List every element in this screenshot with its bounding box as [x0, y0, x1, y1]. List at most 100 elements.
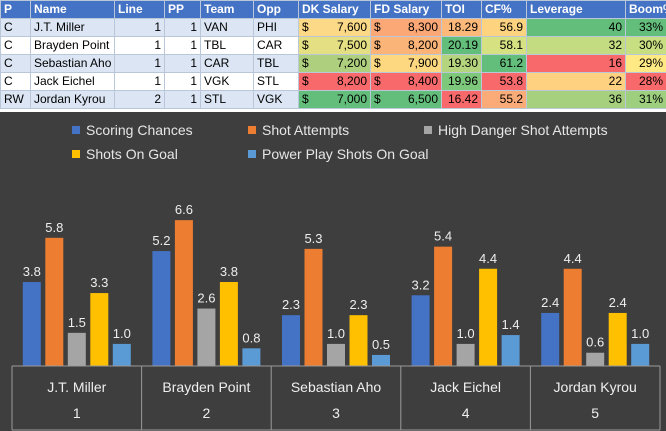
bar[interactable]	[563, 268, 582, 366]
cell-position[interactable]: C	[0, 36, 31, 55]
bar[interactable]	[304, 248, 323, 366]
bar[interactable]	[372, 354, 390, 366]
cell-cf[interactable]: 61.2	[481, 54, 527, 73]
col-header-dk-salary[interactable]: DK Salary	[298, 0, 371, 19]
cell-toi[interactable]: 18.29	[441, 18, 482, 37]
table-row[interactable]: RW Jordan Kyrou 2 1 STL VGK $7,000 $6,500 16.42 5…	[0, 90, 666, 109]
cell-cf[interactable]: 53.8	[481, 72, 527, 91]
bar[interactable]	[586, 352, 605, 366]
cell-opp[interactable]: STL	[253, 72, 299, 91]
table-row[interactable]: C Jack Eichel 1 1 VGK STL $8,200 $8,400 19.96 53.…	[0, 72, 666, 91]
bar[interactable]	[282, 315, 300, 366]
bar[interactable]	[219, 282, 238, 366]
col-header-fd-salary[interactable]: FD Salary	[370, 0, 442, 19]
cell-opp[interactable]: VGK	[253, 90, 299, 109]
bar[interactable]	[434, 246, 453, 366]
bar[interactable]	[45, 237, 64, 366]
table-row[interactable]: C J.T. Miller 1 1 VAN PHI $7,600 $8,300 18.29 56.…	[0, 18, 666, 37]
bar[interactable]	[152, 251, 171, 366]
cell-line[interactable]: 1	[114, 54, 165, 73]
cell-leverage[interactable]: 36	[526, 90, 626, 109]
cell-position[interactable]: RW	[0, 90, 31, 109]
cell-fd-salary[interactable]: $8,200	[370, 36, 442, 55]
bar[interactable]	[327, 343, 345, 366]
cell-team[interactable]: STL	[200, 90, 254, 109]
cell-name[interactable]: Jack Eichel	[30, 72, 115, 91]
bar[interactable]	[242, 348, 261, 366]
col-header-leverage[interactable]: Leverage	[526, 0, 626, 19]
cell-cf[interactable]: 58.1	[481, 36, 527, 55]
cell-boom[interactable]: 29%	[625, 54, 666, 73]
cell-toi[interactable]: 20.19	[441, 36, 482, 55]
cell-fd-salary[interactable]: $6,500	[370, 90, 442, 109]
cell-team[interactable]: VGK	[200, 72, 254, 91]
cell-pp[interactable]: 1	[164, 90, 201, 109]
col-header-opp[interactable]: Opp	[253, 0, 299, 19]
cell-leverage[interactable]: 32	[526, 36, 626, 55]
col-header-team[interactable]: Team	[200, 0, 254, 19]
cell-name[interactable]: Brayden Point	[30, 36, 115, 55]
table-row[interactable]: C Sebastian Aho 1 1 CAR TBL $7,200 $7,900 19.30 6…	[0, 54, 666, 73]
cell-position[interactable]: C	[0, 72, 31, 91]
cell-toi[interactable]: 19.30	[441, 54, 482, 73]
bar[interactable]	[174, 220, 193, 366]
cell-cf[interactable]: 55.2	[481, 90, 527, 109]
col-header-position[interactable]: P	[0, 0, 31, 19]
cell-line[interactable]: 1	[114, 18, 165, 37]
cell-team[interactable]: VAN	[200, 18, 254, 37]
cell-toi[interactable]: 16.42	[441, 90, 482, 109]
cell-boom[interactable]: 31%	[625, 90, 666, 109]
cell-pp[interactable]: 1	[164, 72, 201, 91]
col-header-line[interactable]: Line	[114, 0, 165, 19]
cell-line[interactable]: 2	[114, 90, 165, 109]
cell-opp[interactable]: CAR	[253, 36, 299, 55]
cell-team[interactable]: TBL	[200, 36, 254, 55]
bar[interactable]	[631, 343, 650, 366]
cell-pp[interactable]: 1	[164, 36, 201, 55]
col-header-name[interactable]: Name	[30, 0, 115, 19]
cell-dk-salary[interactable]: $7,500	[298, 36, 371, 55]
col-header-toi[interactable]: TOI	[441, 0, 482, 19]
cell-pp[interactable]: 1	[164, 54, 201, 73]
cell-toi[interactable]: 19.96	[441, 72, 482, 91]
bar[interactable]	[541, 312, 560, 366]
legend-entry[interactable]: Shots On Goal	[86, 146, 178, 162]
cell-leverage[interactable]: 22	[526, 72, 626, 91]
cell-dk-salary[interactable]: $7,000	[298, 90, 371, 109]
cell-leverage[interactable]: 40	[526, 18, 626, 37]
cell-dk-salary[interactable]: $8,200	[298, 72, 371, 91]
cell-position[interactable]: C	[0, 18, 31, 37]
bar[interactable]	[479, 268, 498, 366]
cell-dk-salary[interactable]: $7,600	[298, 18, 371, 37]
bar[interactable]	[501, 335, 520, 366]
cell-name[interactable]: J.T. Miller	[30, 18, 115, 37]
col-header-pp[interactable]: PP	[164, 0, 201, 19]
cell-line[interactable]: 1	[114, 72, 165, 91]
cell-name[interactable]: Sebastian Aho	[30, 54, 115, 73]
cell-dk-salary[interactable]: $7,200	[298, 54, 371, 73]
cell-team[interactable]: CAR	[200, 54, 254, 73]
cell-fd-salary[interactable]: $7,900	[370, 54, 442, 73]
cell-leverage[interactable]: 16	[526, 54, 626, 73]
legend-entry[interactable]: Power Play Shots On Goal	[262, 146, 429, 162]
cell-boom[interactable]: 33%	[625, 18, 666, 37]
legend-entry[interactable]: High Danger Shot Attempts	[438, 122, 608, 138]
legend-entry[interactable]: Shot Attempts	[262, 122, 349, 138]
cell-fd-salary[interactable]: $8,300	[370, 18, 442, 37]
legend-entry[interactable]: Scoring Chances	[86, 122, 193, 138]
bar[interactable]	[456, 343, 475, 366]
bar[interactable]	[197, 308, 216, 366]
cell-opp[interactable]: TBL	[253, 54, 299, 73]
cell-line[interactable]: 1	[114, 36, 165, 55]
bar[interactable]	[411, 295, 430, 366]
table-row[interactable]: C Brayden Point 1 1 TBL CAR $7,500 $8,200 20.19 5…	[0, 36, 666, 55]
cell-boom[interactable]: 30%	[625, 36, 666, 55]
bar[interactable]	[112, 343, 131, 366]
bar[interactable]	[349, 315, 368, 366]
cell-pp[interactable]: 1	[164, 18, 201, 37]
cell-name[interactable]: Jordan Kyrou	[30, 90, 115, 109]
col-header-boom[interactable]: Boom%	[625, 0, 666, 19]
cell-opp[interactable]: PHI	[253, 18, 299, 37]
bar[interactable]	[22, 282, 41, 366]
bar[interactable]	[67, 332, 86, 366]
